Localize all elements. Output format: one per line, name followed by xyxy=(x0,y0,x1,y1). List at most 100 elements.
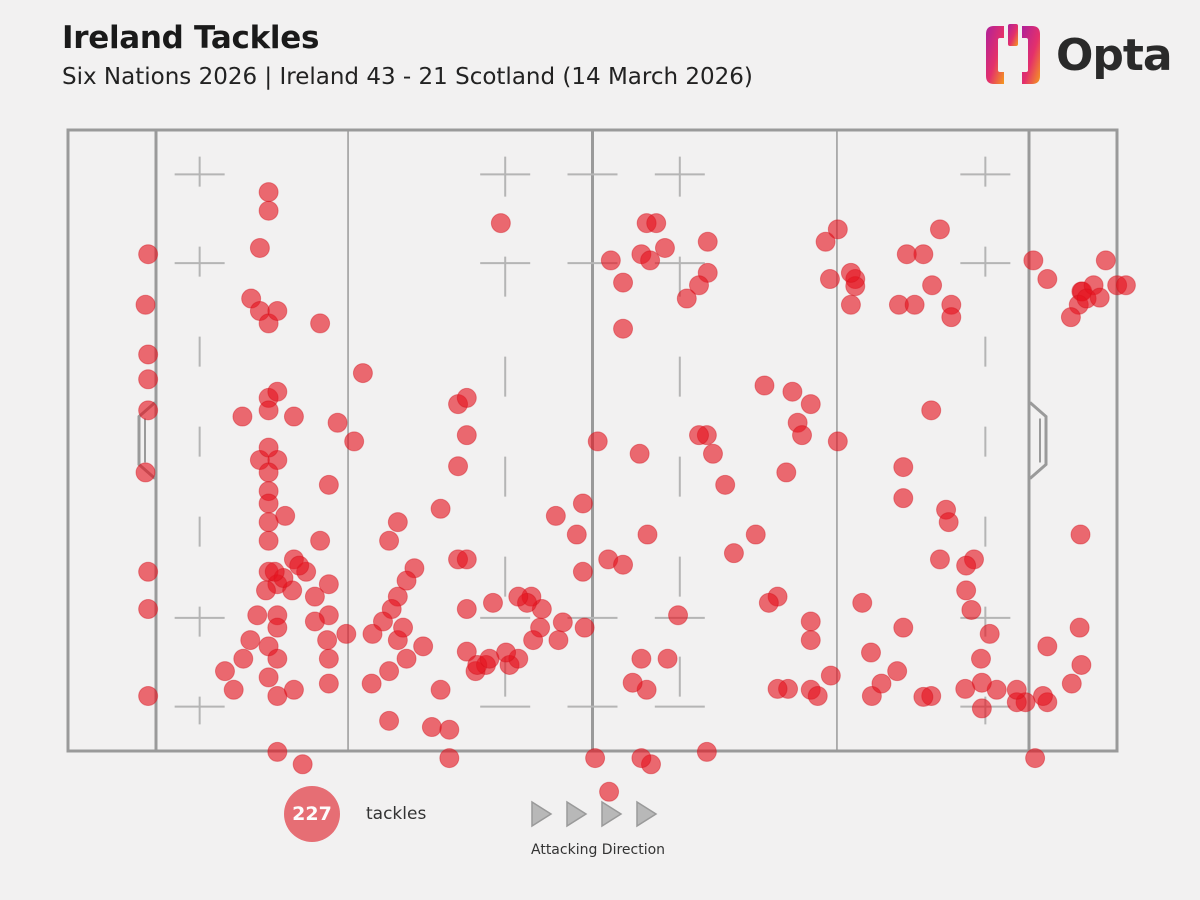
tackle-point xyxy=(1025,748,1046,769)
tackle-point xyxy=(413,636,434,657)
tackle-point xyxy=(456,641,477,662)
tackle-point xyxy=(852,592,873,613)
tackle-point xyxy=(552,612,573,633)
tackle-point xyxy=(668,605,689,626)
attacking-direction-label: Attacking Direction xyxy=(531,842,666,858)
tackle-point xyxy=(317,630,338,651)
tackle-point xyxy=(362,623,383,644)
tackle-point xyxy=(654,237,675,258)
tackle-point xyxy=(545,505,566,526)
tackle-point xyxy=(929,219,950,240)
tackle-point xyxy=(135,294,156,315)
tackle-point xyxy=(318,648,339,669)
tackle-point xyxy=(479,648,500,669)
tackle-point xyxy=(815,231,836,252)
tackle-point xyxy=(255,580,276,601)
tackle-point xyxy=(913,686,934,707)
tackle-point xyxy=(970,648,991,669)
tackle-point xyxy=(689,425,710,446)
tackle-point xyxy=(827,431,848,452)
tackle-point xyxy=(697,231,718,252)
tackle-point xyxy=(138,369,159,390)
tackle-point xyxy=(396,570,417,591)
tackle-points xyxy=(135,182,1136,802)
tackle-point xyxy=(258,530,279,551)
tackle-point xyxy=(871,673,892,694)
tackle-point xyxy=(1037,269,1058,290)
tackle-point xyxy=(283,406,304,427)
tackle-point xyxy=(258,400,279,421)
tackle-point xyxy=(508,586,529,607)
tackle-point xyxy=(887,661,908,682)
tackle-point xyxy=(657,648,678,669)
tackle-point xyxy=(1023,250,1044,271)
tackle-point xyxy=(283,679,304,700)
tackle-point xyxy=(702,443,723,464)
tackle-point xyxy=(819,269,840,290)
tackle-point xyxy=(430,679,451,700)
tackle-point xyxy=(1006,679,1027,700)
tackle-point xyxy=(585,748,606,769)
tackle-point xyxy=(387,512,408,533)
tackle-point xyxy=(572,493,593,514)
tackle-point xyxy=(1095,250,1116,271)
tackle-point xyxy=(745,524,766,545)
tackle-point xyxy=(223,679,244,700)
tackle-point xyxy=(138,244,159,265)
tackle-point xyxy=(637,524,658,545)
tackle-point xyxy=(696,741,717,762)
tackle-point xyxy=(214,661,235,682)
tackle-point xyxy=(599,781,620,802)
arrow-right-icon xyxy=(636,800,658,828)
tackle-point xyxy=(361,673,382,694)
tackle-point xyxy=(240,630,261,651)
tackle-point xyxy=(1061,673,1082,694)
tackle-point xyxy=(304,586,325,607)
tackle-point xyxy=(776,462,797,483)
tackle-point xyxy=(646,213,667,234)
tackle-point xyxy=(310,313,331,334)
tackle-point xyxy=(456,549,477,570)
arrow-right-icon xyxy=(601,800,623,828)
tackle-point xyxy=(379,710,400,731)
brand-name: Opta xyxy=(1056,29,1173,81)
tackle-point xyxy=(275,505,296,526)
chart-subtitle: Six Nations 2026 | Ireland 43 - 21 Scotl… xyxy=(62,64,753,90)
tackle-point xyxy=(267,381,288,402)
tackle-point xyxy=(715,474,736,495)
tackle-point xyxy=(574,617,595,638)
tackle-point xyxy=(922,275,943,296)
tackle-point xyxy=(258,493,279,514)
tackle-point xyxy=(1089,287,1110,308)
chart-title: Ireland Tackles xyxy=(62,20,320,56)
tackle-point xyxy=(800,611,821,632)
tackle-point xyxy=(640,250,661,271)
tackle-point xyxy=(372,611,393,632)
tackle-point xyxy=(689,275,710,296)
opta-logo: Opta xyxy=(982,22,1173,88)
tackle-point xyxy=(421,717,442,738)
tackle-point xyxy=(267,300,288,321)
tackle-point xyxy=(318,673,339,694)
tackle-point xyxy=(893,457,914,478)
tackle-point xyxy=(782,381,803,402)
tackle-point xyxy=(572,561,593,582)
tackle-point xyxy=(448,456,469,477)
tackle-point xyxy=(267,648,288,669)
tackle-point xyxy=(800,394,821,415)
tackle-point xyxy=(379,530,400,551)
tackle-point xyxy=(490,213,511,234)
tackle-point xyxy=(523,630,544,651)
tackle-point xyxy=(456,425,477,446)
tackle-point xyxy=(1070,524,1091,545)
tackle-point xyxy=(232,406,253,427)
tackle-point xyxy=(138,685,159,706)
goal-post xyxy=(1029,401,1048,480)
tackle-point xyxy=(600,250,621,271)
tackle-point xyxy=(613,272,634,293)
tackle-point xyxy=(723,543,744,564)
tackle-point xyxy=(629,443,650,464)
tackle-point xyxy=(258,200,279,221)
tackle-point xyxy=(613,554,634,575)
tackle-point xyxy=(430,498,451,519)
